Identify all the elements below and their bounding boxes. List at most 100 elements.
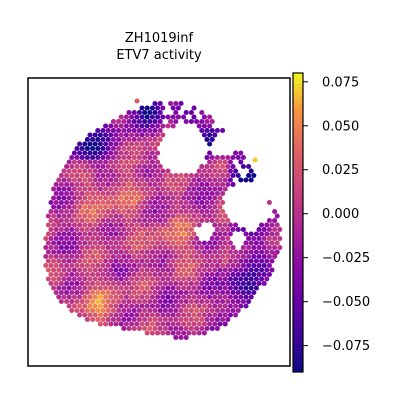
spot [108, 258, 114, 264]
spot [108, 294, 114, 300]
spot [144, 141, 150, 147]
spot [251, 244, 257, 251]
spot [214, 127, 220, 134]
spot [58, 181, 64, 188]
spot [149, 141, 155, 147]
spot [77, 222, 83, 228]
spot [233, 312, 239, 318]
spot [168, 307, 174, 314]
spot [64, 181, 70, 188]
spot [77, 276, 83, 282]
spot [162, 199, 168, 206]
spot [131, 118, 137, 125]
spot [168, 298, 174, 305]
axes-frame [27, 77, 291, 367]
spot [204, 289, 210, 296]
spot [79, 154, 85, 161]
spot [103, 150, 109, 156]
spot [149, 114, 155, 120]
spot [82, 258, 88, 264]
spot [194, 253, 200, 260]
spot [191, 195, 197, 201]
spot [121, 181, 127, 188]
spot [100, 154, 106, 161]
spot [87, 204, 93, 210]
spot [152, 136, 158, 143]
spot [162, 181, 168, 188]
spot [129, 141, 135, 147]
spot [123, 258, 129, 264]
spot [123, 123, 129, 129]
spot [105, 289, 111, 296]
spot [118, 312, 124, 318]
spot [126, 145, 132, 152]
spot [207, 276, 213, 282]
spot [134, 168, 140, 174]
spot [181, 114, 187, 120]
spot [139, 150, 145, 156]
spot [238, 285, 244, 291]
spot [56, 258, 62, 264]
spot [95, 226, 101, 233]
spot [225, 154, 231, 161]
spot [48, 235, 54, 242]
spot [82, 231, 88, 237]
spot [56, 177, 62, 183]
spot [191, 249, 197, 255]
spot [212, 258, 218, 264]
spot [175, 195, 181, 201]
spot [77, 258, 83, 264]
spot [201, 186, 207, 192]
spot [178, 181, 184, 188]
spot [155, 240, 161, 246]
spot [61, 204, 67, 210]
spot [136, 226, 142, 233]
spot [131, 271, 137, 278]
spot [165, 231, 171, 237]
spot [136, 145, 142, 152]
spot [181, 330, 187, 336]
spot [108, 186, 114, 192]
spot [79, 208, 85, 215]
spot [227, 249, 233, 255]
spot [147, 145, 153, 152]
spot [82, 213, 88, 219]
spot [97, 168, 103, 174]
spot [207, 303, 213, 309]
spot [186, 276, 192, 282]
spot [95, 262, 101, 269]
spot [123, 222, 129, 228]
spot [168, 253, 174, 260]
spot [82, 249, 88, 255]
spot [212, 294, 218, 300]
spot [264, 258, 270, 264]
spot [217, 249, 223, 255]
spot [162, 262, 168, 269]
spot [97, 267, 103, 273]
spot [134, 294, 140, 300]
spot [51, 258, 57, 264]
spot [58, 190, 64, 197]
spot [103, 231, 109, 237]
spot [92, 213, 98, 219]
spot [84, 289, 90, 296]
spot [165, 330, 171, 336]
spot [84, 298, 90, 305]
spot [160, 123, 166, 129]
spot [207, 159, 213, 165]
spot [136, 325, 142, 332]
spot [144, 330, 150, 336]
spot [103, 177, 109, 183]
spot [66, 204, 72, 210]
spot [191, 105, 197, 111]
spot [129, 240, 135, 246]
spot [118, 231, 124, 237]
spot [246, 298, 252, 305]
spot [116, 199, 122, 206]
spot [129, 312, 135, 318]
spot [56, 267, 62, 273]
spot [259, 258, 265, 264]
spot [204, 316, 210, 323]
spot [123, 285, 129, 291]
spot [61, 285, 67, 291]
